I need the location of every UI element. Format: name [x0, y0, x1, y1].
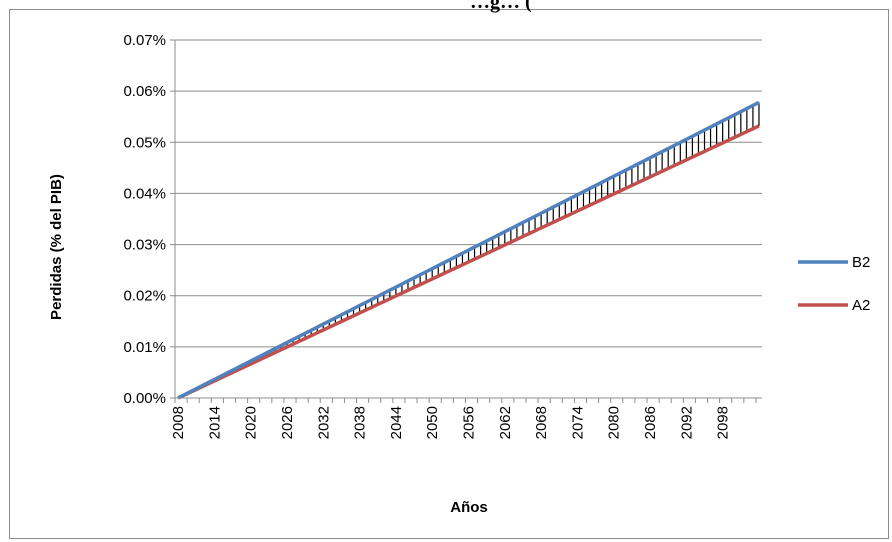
series-line-b2: [177, 100, 760, 400]
y-tick-label: 0.00%: [123, 390, 166, 407]
x-tick-label: 2086: [642, 406, 659, 439]
x-tick-label: 2056: [461, 406, 478, 439]
x-tick-label: 2044: [388, 406, 405, 439]
x-tick-label: 2098: [715, 406, 732, 439]
x-axis-title: Años: [450, 499, 488, 516]
y-tick-label: 0.05%: [123, 134, 166, 151]
y-tick-label: 0.06%: [123, 83, 166, 100]
x-tick-label: 2068: [533, 406, 550, 439]
legend: B2 A2: [798, 254, 870, 314]
x-tick-label: 2020: [243, 406, 260, 439]
x-tick-label: 2038: [352, 406, 369, 439]
series-layer: [177, 100, 760, 400]
grid-layer: [175, 39, 762, 348]
y-axis-title: Perdidas (% del PIB): [48, 174, 65, 320]
y-tick-label: 0.07%: [123, 32, 166, 49]
x-tick-label: 2026: [279, 406, 296, 439]
x-tick-label: 2008: [170, 406, 187, 439]
axis-layer: 0.00% 0.01% 0.02% 0.03% 0.04% 0.05% 0.06% 0.07%…: [123, 32, 762, 439]
chart-title: …g… (: [470, 0, 532, 13]
y-tick-label: 0.03%: [123, 237, 166, 254]
legend-label-b2: B2: [852, 254, 870, 271]
x-tick-label: 2092: [678, 406, 695, 439]
chart-frame: [9, 9, 889, 539]
y-tick-label: 0.02%: [123, 288, 166, 305]
y-tick-label: 0.01%: [123, 339, 166, 356]
x-tick-label: 2032: [315, 406, 332, 439]
y-tick-label: 0.04%: [123, 185, 166, 202]
x-tick-label: 2014: [206, 406, 223, 439]
x-tick-label: 2062: [497, 406, 514, 439]
x-tick-label: 2050: [424, 406, 441, 439]
x-tick-label: 2074: [569, 406, 586, 439]
legend-label-a2: A2: [852, 297, 870, 314]
series-line-a2: [177, 124, 760, 400]
x-tick-label: 2080: [606, 406, 623, 439]
